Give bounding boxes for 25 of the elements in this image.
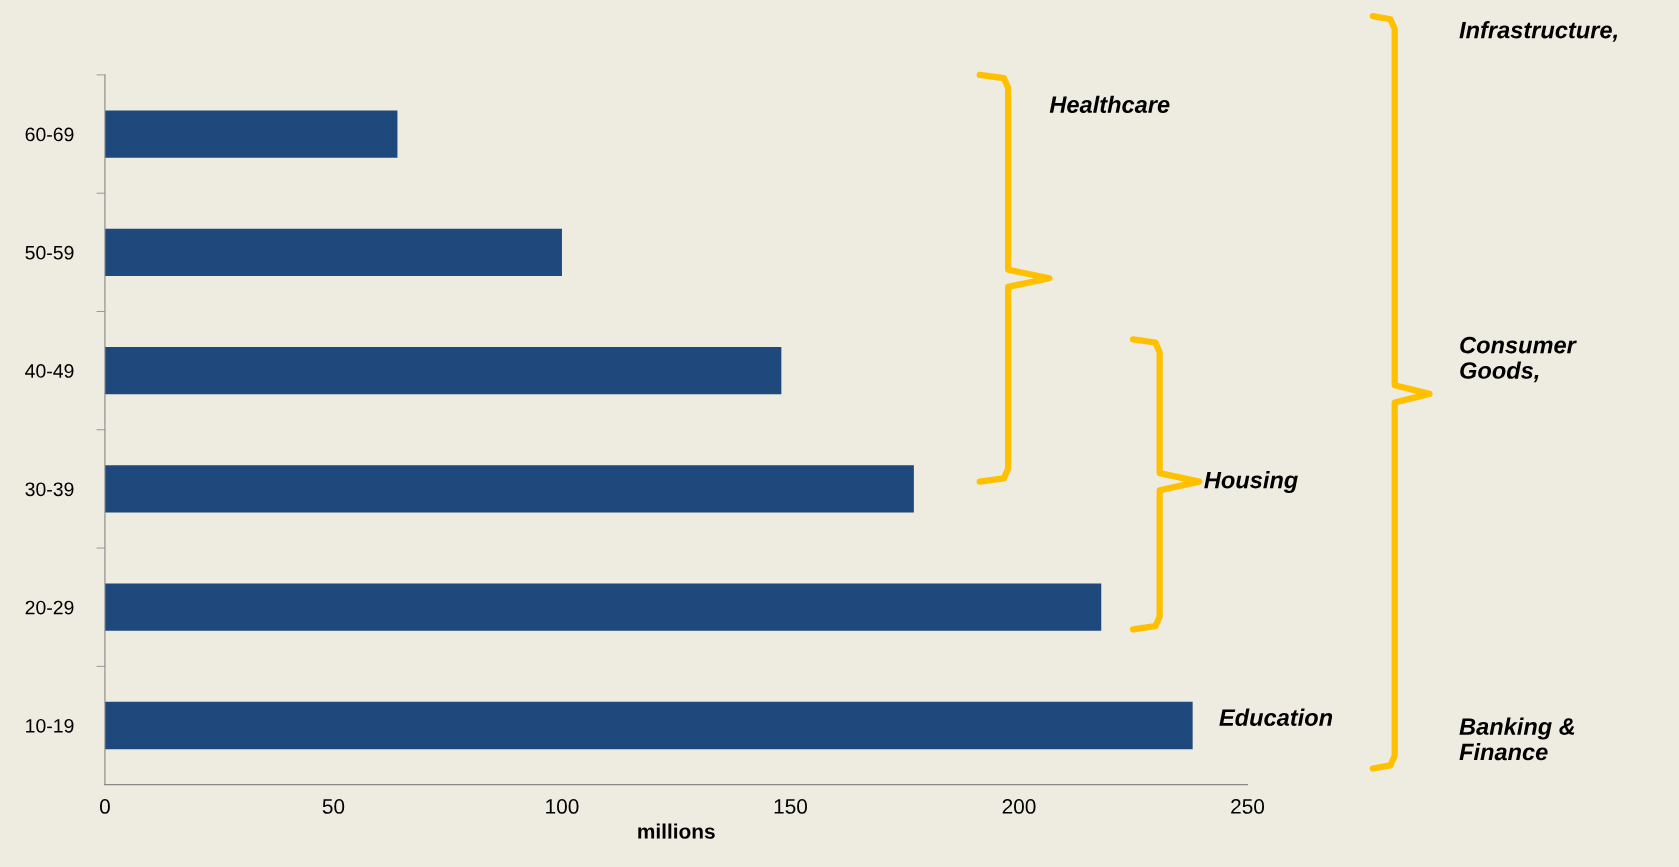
text: Infrastructure, <box>1459 21 1618 42</box>
x-tick-label: 50 <box>322 799 345 814</box>
x-tick-label: 250 <box>1231 799 1265 814</box>
x-tick-label: 200 <box>1002 799 1036 814</box>
annotation: Education <box>1219 708 1333 726</box>
x-tick-label: 0 <box>99 799 110 814</box>
text: Consumer Goods, <box>1460 336 1577 383</box>
bar <box>104 228 562 276</box>
bar <box>104 701 1193 750</box>
x-axis-title: millions <box>638 823 715 839</box>
bar <box>104 346 782 395</box>
bar <box>104 110 398 158</box>
y-tick-label: 60-69 <box>25 127 74 142</box>
x-tick-label: 150 <box>774 799 808 814</box>
y-tick-label: 40-49 <box>25 364 74 378</box>
text: Banking & Finance <box>1459 717 1575 761</box>
annotation: Housing <box>1204 471 1298 494</box>
annotation: Healthcare <box>1049 95 1170 113</box>
y-tick-label: 30-39 <box>25 482 74 497</box>
y-tick-label: 50-59 <box>25 245 74 260</box>
bar <box>104 583 1102 631</box>
x-tick-label: 100 <box>546 799 579 814</box>
y-tick-label: 20-29 <box>25 600 74 615</box>
bar <box>104 465 914 513</box>
y-tick-label: 10-19 <box>26 718 74 733</box>
